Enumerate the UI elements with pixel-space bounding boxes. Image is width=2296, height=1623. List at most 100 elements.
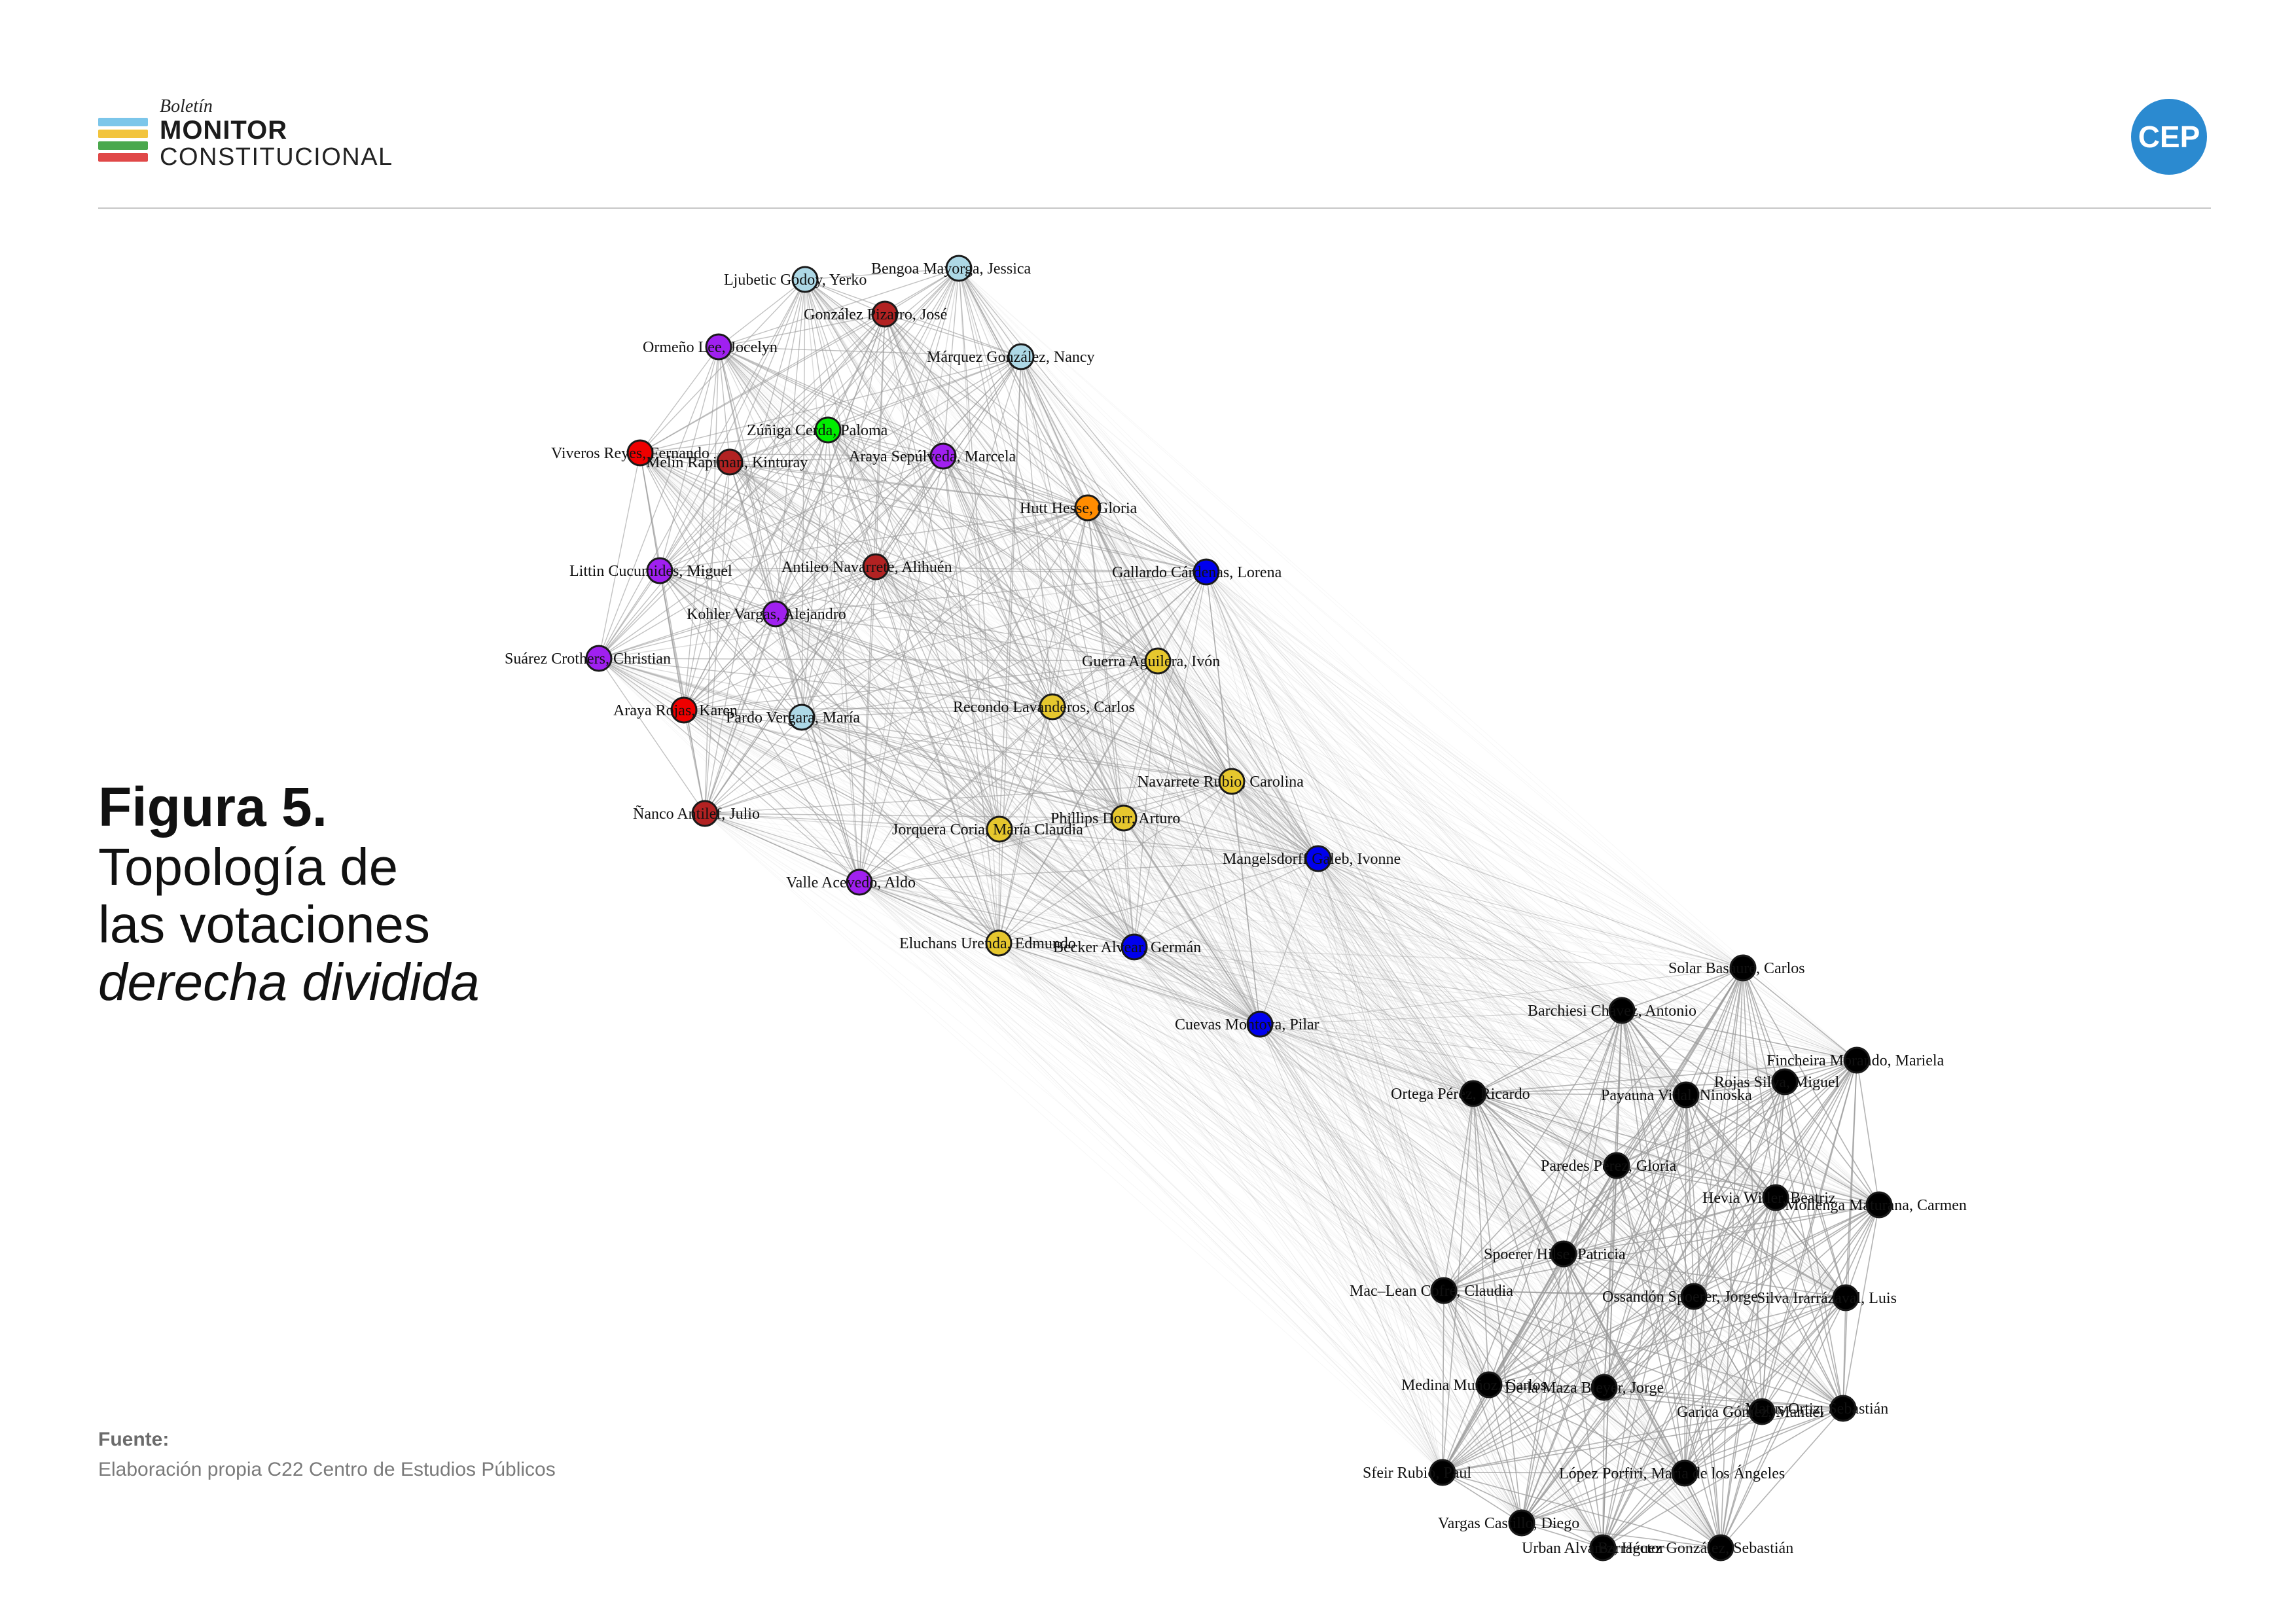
network-edge xyxy=(729,461,1232,782)
network-edge xyxy=(1602,1081,1785,1548)
network-node xyxy=(1475,1371,1503,1399)
network-node-label: Barraguez González, Sebastián xyxy=(1598,1540,1793,1557)
network-node-label: Navarrete Rubio, Carolina xyxy=(1138,774,1304,791)
network-edge xyxy=(875,566,1124,819)
network-edge xyxy=(801,566,876,718)
network-edge xyxy=(775,613,999,944)
network-edge xyxy=(1693,1081,1785,1297)
network-edge xyxy=(1123,817,1604,1548)
network-edge xyxy=(718,346,1721,1548)
network-edge xyxy=(942,455,1605,1388)
network-edge xyxy=(1720,1297,1846,1548)
network-node xyxy=(1762,1184,1789,1211)
network-edge xyxy=(1318,858,1564,1255)
network-edge xyxy=(1318,858,1846,1298)
network-edge xyxy=(1206,571,1785,1082)
network-node-label: Mangelsdorff Galeb, Ivonne xyxy=(1223,851,1401,868)
network-edge xyxy=(859,882,1785,1082)
network-edge xyxy=(1443,1290,1846,1298)
network-edge xyxy=(775,429,829,615)
network-edge xyxy=(1134,946,1564,1255)
network-edge xyxy=(775,613,1443,1473)
network-edge xyxy=(801,717,1444,1291)
network-edge xyxy=(639,452,1319,859)
network-edge xyxy=(718,346,1207,573)
network-edge xyxy=(1784,1081,1880,1205)
network-edge xyxy=(718,346,1695,1297)
network-edge xyxy=(1157,660,1721,1548)
network-edge xyxy=(1134,946,1444,1291)
network-edge xyxy=(875,566,1776,1198)
network-edge xyxy=(958,268,1763,1412)
network-edge xyxy=(1473,1093,1776,1198)
network-node xyxy=(1832,1284,1859,1311)
network-node-label: Spoerer Hilse, Patricia xyxy=(1484,1246,1626,1263)
network-edge xyxy=(1052,507,1088,707)
network-edge xyxy=(683,660,1158,711)
network-edge xyxy=(1157,660,1763,1412)
network-edge xyxy=(1020,356,1695,1297)
network-edge xyxy=(884,313,1623,1011)
network-edge xyxy=(775,613,1474,1094)
network-edge xyxy=(1742,967,1844,1409)
network-edge xyxy=(1123,817,1443,1473)
network-edge xyxy=(598,346,719,659)
network-edge xyxy=(1442,1472,1721,1548)
network-edge xyxy=(1123,817,1617,1166)
network-node-label: Ormeño Lee, Jocelyn xyxy=(643,339,778,356)
network-edge xyxy=(598,429,829,659)
network-edge xyxy=(1157,660,1564,1255)
network-edge xyxy=(1206,571,1444,1291)
network-edge xyxy=(1157,660,1319,859)
network-edge xyxy=(775,613,1444,1291)
network-edge xyxy=(859,268,960,883)
network-edge xyxy=(1134,946,1695,1297)
network-edge xyxy=(1473,1093,1617,1166)
network-edge xyxy=(801,717,999,944)
network-edge xyxy=(704,455,944,814)
network-edge xyxy=(704,813,1000,830)
network-edge xyxy=(998,356,1022,944)
network-edge xyxy=(683,709,1744,969)
network-edge xyxy=(999,829,1687,1096)
network-edge xyxy=(884,313,1053,707)
network-edge xyxy=(1488,1384,1605,1388)
network-edge xyxy=(958,268,1687,1096)
network-edge xyxy=(998,781,1232,944)
network-edge xyxy=(1318,858,1844,1409)
network-edge xyxy=(1604,967,1744,1388)
network-node-label: Hutt Hesse, Gloria xyxy=(1020,500,1138,517)
network-edge xyxy=(958,268,1785,1082)
network-edge xyxy=(1087,507,1605,1388)
network-edge xyxy=(827,429,1846,1298)
network-edge xyxy=(999,829,1444,1291)
network-edge xyxy=(639,452,1744,969)
network-edge xyxy=(998,858,1319,944)
network-edge xyxy=(884,313,1088,508)
network-edge xyxy=(827,429,1474,1094)
network-node xyxy=(1144,647,1172,675)
network-edge xyxy=(875,566,1135,948)
network-edge xyxy=(1616,1165,1880,1205)
network-edge xyxy=(801,717,860,883)
network-edge xyxy=(958,268,1490,1385)
network-edge xyxy=(1473,1093,1763,1412)
network-node xyxy=(791,266,819,293)
network-node-label: Márquez González, Nancy xyxy=(927,349,1095,366)
network-edge xyxy=(884,313,1261,1025)
network-edge xyxy=(1442,1384,1490,1473)
network-edge xyxy=(875,566,1522,1524)
source-text: Elaboración propia C22 Centro de Estudio… xyxy=(98,1459,556,1480)
network-edge xyxy=(1443,1094,1687,1291)
network-edge xyxy=(801,717,1124,819)
network-edge xyxy=(1318,858,1522,1524)
figure-title-line2: las votaciones xyxy=(98,895,430,954)
network-edge xyxy=(875,566,1721,1548)
network-edge xyxy=(1157,660,1844,1409)
network-node-label: Payauna Vidal, Ninoska xyxy=(1601,1087,1752,1104)
network-edge xyxy=(1473,1093,1844,1409)
network-edge xyxy=(1443,1290,1605,1388)
logo-monitor-text: MONITOR xyxy=(160,116,288,145)
network-edge xyxy=(859,882,1685,1474)
network-edge xyxy=(801,717,1490,1385)
